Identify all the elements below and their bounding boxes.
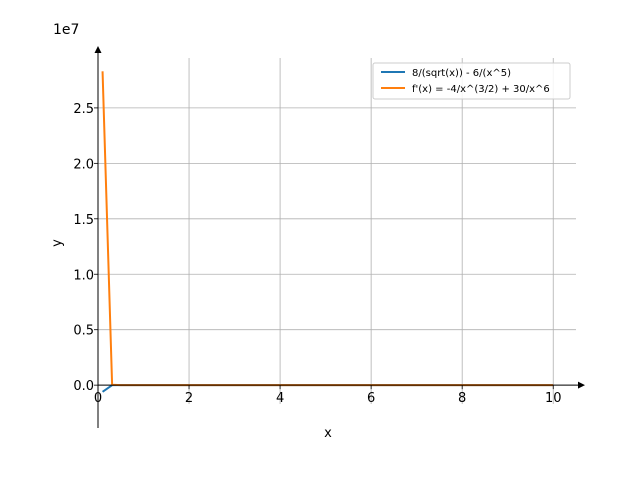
legend-frame — [372, 62, 571, 100]
y-tick-label-5: 2.5 — [73, 102, 94, 117]
x-tick-label-3: 6 — [367, 391, 375, 406]
axes — [94, 46, 585, 428]
y-tick-label-2: 1.0 — [73, 268, 94, 283]
x-tick-label-2: 4 — [276, 391, 284, 406]
legend-entry-1: f'(x) = -4/x^(3/2) + 30/x^6 — [412, 84, 550, 95]
y-axis-arrow — [94, 46, 102, 53]
legend: 8/(sqrt(x)) - 6/(x^5) f'(x) = -4/x^(3/2)… — [372, 62, 571, 100]
y-axis-label: y — [50, 239, 65, 247]
y-tick-label-0: 0.0 — [73, 379, 94, 394]
grid — [97, 58, 576, 404]
x-axis-arrow — [578, 381, 585, 389]
x-axis-label: x — [324, 426, 332, 441]
x-tick-label-5: 10 — [545, 391, 562, 406]
x-tick-label-1: 2 — [185, 391, 193, 406]
y-tick-label-3: 1.5 — [73, 213, 94, 228]
legend-entry-0: 8/(sqrt(x)) - 6/(x^5) — [412, 68, 511, 79]
y-tick-label-1: 0.5 — [73, 324, 94, 339]
ticks: 0 2 4 6 8 10 0.0 0.5 1.0 1.5 2.0 2.5 — [73, 102, 561, 406]
x-tick-label-0: 0 — [94, 391, 102, 406]
series-lines — [101, 71, 554, 393]
series-line-1 — [101, 71, 554, 387]
y-offset-label: 1e7 — [53, 22, 79, 38]
x-tick-label-4: 8 — [458, 391, 466, 406]
y-tick-label-4: 2.0 — [73, 157, 94, 172]
